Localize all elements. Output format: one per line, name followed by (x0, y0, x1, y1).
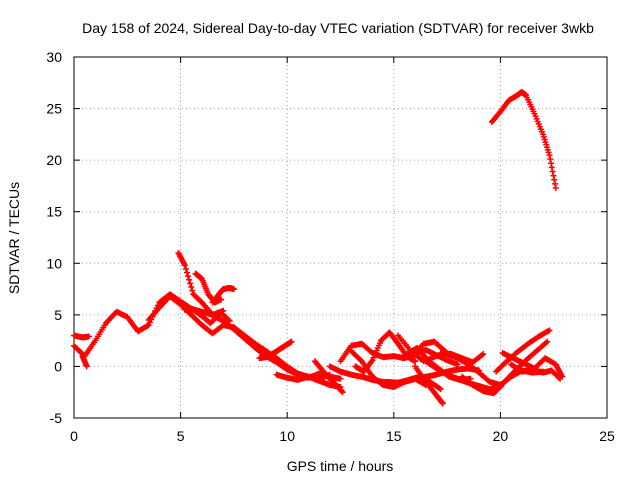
data-point (439, 399, 446, 406)
data-point (547, 156, 554, 163)
series-track-9 (256, 338, 295, 362)
data-point (437, 386, 444, 393)
y-axis-label: SDTVAR / TECUs (6, 182, 22, 294)
data-point (226, 318, 233, 325)
data-point (548, 164, 555, 171)
series-track-27 (488, 89, 559, 191)
x-axis-label: GPS time / hours (287, 458, 394, 474)
data-point (225, 317, 232, 324)
plot-frame (73, 56, 608, 419)
data-point (552, 180, 559, 187)
x-tick-label: 0 (70, 428, 78, 444)
y-tick-label: 5 (54, 307, 62, 323)
data-point (288, 338, 295, 345)
data-point (550, 172, 557, 179)
data-point (183, 269, 190, 276)
y-tick-label: 10 (46, 255, 62, 271)
data-point (338, 388, 345, 395)
chart-title: Day 158 of 2024, Sidereal Day-to-day VTE… (82, 20, 594, 36)
data-point (83, 363, 90, 370)
x-tick-label: 10 (279, 428, 295, 444)
x-tick-label: 15 (386, 428, 402, 444)
data-point (412, 358, 419, 365)
series-track-2 (71, 332, 92, 341)
data-point (339, 389, 346, 396)
data-point (337, 375, 344, 382)
data-point (546, 327, 553, 334)
data-point (189, 287, 196, 294)
data-point (544, 338, 551, 345)
y-tick-label: -5 (50, 410, 63, 426)
data-point (230, 286, 237, 293)
data-point (549, 168, 556, 175)
series-track-10 (273, 371, 344, 391)
data-point (181, 262, 188, 269)
y-tick-label: 30 (46, 49, 62, 65)
data-point (552, 184, 559, 191)
series-track-8 (181, 306, 233, 327)
data-point (556, 374, 563, 381)
series-track-4 (145, 293, 333, 382)
axis-ticks (73, 56, 608, 419)
data-point (454, 361, 461, 368)
data-point (548, 160, 555, 167)
data-point (85, 333, 92, 340)
series-track-20 (412, 363, 446, 407)
data-point (546, 151, 553, 158)
data-points (71, 89, 566, 407)
data-point (439, 400, 446, 407)
series-track-26 (508, 361, 564, 382)
data-point (186, 276, 193, 283)
data-point (551, 176, 558, 183)
series-track-24 (493, 327, 553, 375)
data-point (187, 280, 194, 287)
series-track-3 (79, 353, 90, 370)
data-point (185, 273, 192, 280)
series-track-22 (437, 350, 487, 366)
series-track-11 (311, 358, 346, 396)
series-track-7 (209, 285, 237, 306)
x-tick-label: 20 (493, 428, 509, 444)
y-tick-label: 25 (46, 101, 62, 117)
data-point (188, 284, 195, 291)
data-point (557, 375, 564, 382)
y-tick-label: 20 (46, 152, 62, 168)
tick-labels: 0 5 10 15 20 25 -5 0 5 10 15 20 25 30 (46, 49, 615, 444)
y-tick-label: 15 (46, 204, 62, 220)
data-point (218, 296, 225, 303)
y-tick-label: 0 (54, 358, 62, 374)
data-point (480, 351, 487, 358)
data-point (182, 265, 189, 272)
x-tick-label: 5 (177, 428, 185, 444)
x-tick-label: 25 (599, 428, 615, 444)
